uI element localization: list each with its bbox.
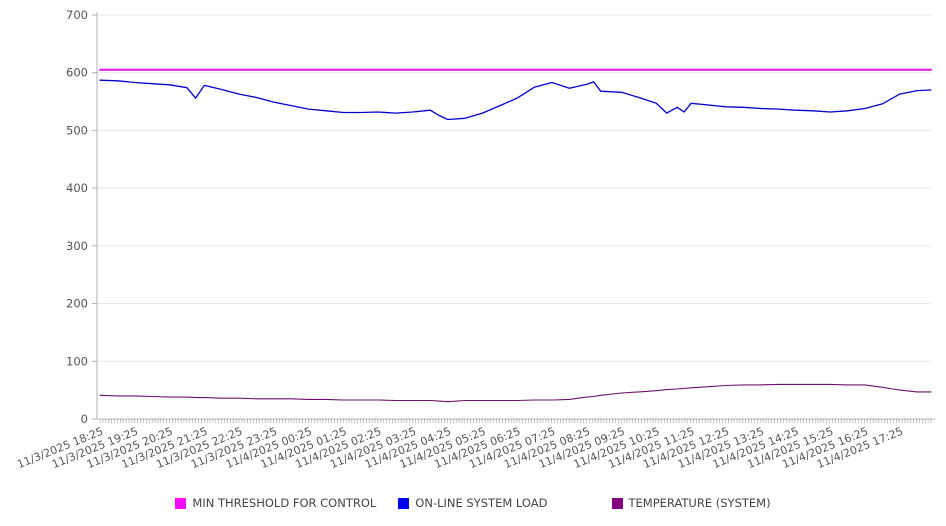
- legend-swatch-temperature-system-icon: [611, 497, 623, 509]
- legend-swatch-online-system-load-icon: [398, 497, 410, 509]
- legend-label-temperature-system: TEMPERATURE (SYSTEM): [628, 496, 771, 510]
- y-tick-label: 300: [66, 239, 88, 253]
- series-line-2: [99, 383, 932, 403]
- chart-legend: MIN THRESHOLD FOR CONTROL ON-LINE SYSTEM…: [0, 496, 946, 510]
- legend-item-min-threshold: MIN THRESHOLD FOR CONTROL: [175, 496, 376, 510]
- y-tick-label: 100: [66, 354, 88, 368]
- y-tick-label: 400: [66, 181, 88, 195]
- y-tick-label: 200: [66, 297, 88, 311]
- legend-label-online-system-load: ON-LINE SYSTEM LOAD: [415, 496, 548, 510]
- y-tick-label: 0: [81, 412, 88, 426]
- legend-item-online-system-load: ON-LINE SYSTEM LOAD: [398, 496, 548, 510]
- legend-label-min-threshold: MIN THRESHOLD FOR CONTROL: [192, 496, 377, 510]
- y-tick-label: 500: [66, 123, 88, 137]
- legend-item-temperature-system: TEMPERATURE (SYSTEM): [611, 496, 771, 510]
- y-tick-label: 600: [66, 66, 88, 80]
- legend-swatch-min-threshold-icon: [175, 497, 187, 509]
- series-line-1: [99, 79, 932, 121]
- y-tick-label: 700: [66, 8, 88, 22]
